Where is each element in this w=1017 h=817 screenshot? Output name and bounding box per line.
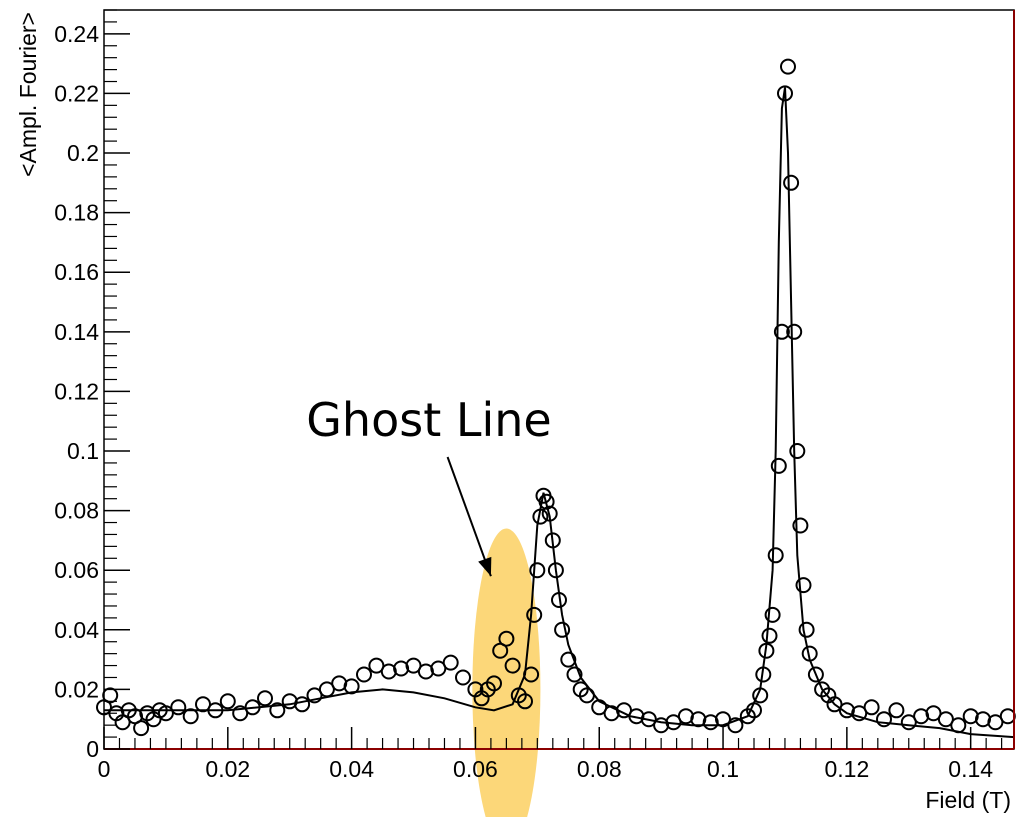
data-point <box>826 696 843 713</box>
label-layer: 0 0.02 0.04 0.06 0.08 0.1 0.12 0.14 0 0.02 0.04 0.0… <box>15 12 1011 813</box>
data-point <box>863 699 880 716</box>
y-tick-label: 0.22 <box>54 80 99 106</box>
data-point <box>560 651 577 668</box>
x-axis-title: Field (T) <box>925 787 1011 813</box>
data-point <box>761 627 778 644</box>
data-point <box>269 702 286 719</box>
data-point <box>257 690 273 707</box>
data-point <box>767 547 784 564</box>
x-tick-label: 0.08 <box>577 756 622 782</box>
x-tick-label: 0.02 <box>205 756 250 782</box>
y-tick-label: 0 <box>86 736 99 762</box>
y-tick-label: 0.14 <box>54 319 99 345</box>
ghost-line-highlight <box>472 528 541 817</box>
x-tick-label: 0.12 <box>824 756 869 782</box>
y-tick-label: 0.06 <box>54 557 99 583</box>
data-point <box>789 443 806 459</box>
y-tick-label: 0.16 <box>54 259 99 285</box>
x-tick-label: 0.1 <box>707 756 739 782</box>
data-point <box>442 654 459 671</box>
annotation-layer: Ghost Line <box>306 393 552 577</box>
y-tick-label: 0.12 <box>54 378 99 404</box>
y-tick-label: 0.1 <box>67 438 99 464</box>
data-point <box>498 630 515 647</box>
annotation-label: Ghost Line <box>306 393 551 447</box>
data-point <box>526 606 543 623</box>
y-tick-label: 0.2 <box>67 140 99 166</box>
data-point <box>807 666 824 683</box>
x-tick-label: 0.14 <box>948 756 993 782</box>
y-tick-label: 0.18 <box>54 200 99 226</box>
data-point <box>356 666 372 683</box>
x-tick-label: 0 <box>98 756 111 782</box>
data-point <box>795 577 812 594</box>
data-point <box>987 714 1004 731</box>
annotation-arrow-shaft <box>446 456 492 577</box>
data-point <box>925 705 942 722</box>
x-tick-label: 0.04 <box>329 756 374 782</box>
annotation-arrow-head <box>478 556 492 577</box>
y-tick-label: 0.02 <box>54 676 99 702</box>
data-point <box>102 687 119 704</box>
data-point <box>780 58 796 75</box>
data-point <box>554 621 571 638</box>
data-point <box>900 714 917 731</box>
x-tick-label: 0.06 <box>453 756 498 782</box>
data-point <box>306 687 323 704</box>
data-point <box>876 711 892 728</box>
data-point <box>764 606 781 623</box>
fit-line <box>104 87 1015 739</box>
data-point <box>504 657 521 674</box>
data-point <box>566 666 583 683</box>
data-point <box>770 457 787 474</box>
y-tick-label: 0.08 <box>54 498 99 524</box>
data-point <box>133 720 150 737</box>
tick-layer <box>103 9 1003 750</box>
y-tick-label: 0.04 <box>54 617 99 643</box>
y-tick-label: 0.24 <box>54 21 99 47</box>
data-point <box>517 693 533 710</box>
data-point <box>773 323 790 340</box>
data-point <box>937 711 954 728</box>
y-axis-title: <Ampl. Fourier> <box>15 12 41 177</box>
data-point <box>783 174 800 191</box>
data-point <box>727 717 744 734</box>
data-point <box>786 323 803 340</box>
data-point <box>529 562 546 579</box>
data-point <box>455 669 471 686</box>
data-point <box>798 621 815 638</box>
data-point <box>219 693 236 710</box>
data-point <box>792 517 809 534</box>
data-point <box>182 708 199 725</box>
data-point <box>888 702 905 719</box>
data-point <box>538 493 555 510</box>
data-point <box>294 696 311 713</box>
data-point <box>486 675 502 692</box>
data-layer <box>96 58 1016 739</box>
data-point <box>170 699 187 716</box>
